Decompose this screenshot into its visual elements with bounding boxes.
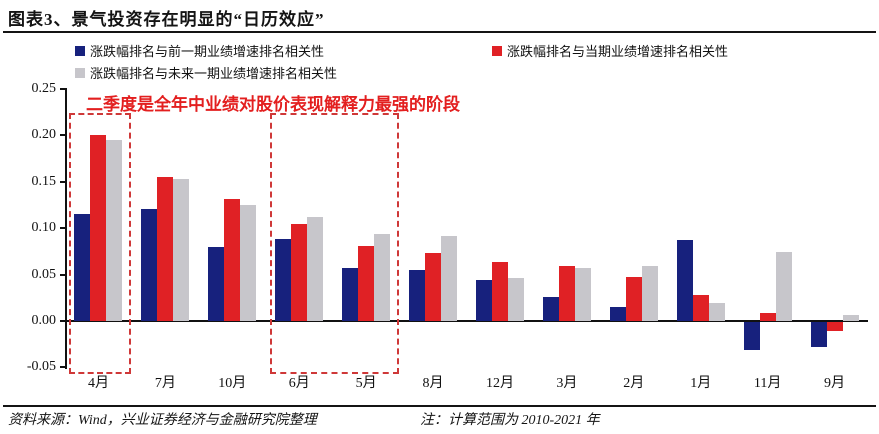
- y-axis-tick-label: 0.15: [31, 173, 57, 189]
- bar: [291, 223, 308, 321]
- bar: [409, 269, 426, 321]
- bar: [90, 135, 107, 321]
- bar: [759, 312, 776, 321]
- legend-label: 涨跌幅排名与前一期业绩增速排名相关性: [90, 44, 325, 59]
- highlight-dashed-box: [269, 113, 399, 374]
- bar: [609, 307, 626, 321]
- bar: [842, 314, 859, 321]
- source-note: 资料来源：Wind，兴业证券经济与金融研究院整理: [8, 413, 317, 428]
- x-axis-tick-label: 7月: [154, 376, 176, 391]
- bar: [676, 240, 693, 321]
- y-axis-tick-label: 0.00: [31, 313, 57, 328]
- bar: [558, 266, 575, 321]
- bar: [625, 277, 642, 321]
- legend-swatch-navy: [75, 45, 85, 56]
- bar: [692, 295, 709, 321]
- legend-label: 涨跌幅排名与当期业绩增速排名相关性: [507, 44, 729, 59]
- y-axis-tick-label: 0.25: [31, 81, 57, 96]
- bar: [475, 280, 492, 321]
- x-axis-tick-label: 2月: [623, 376, 645, 391]
- bar: [173, 179, 190, 321]
- x-axis-tick-label: 1月: [690, 376, 712, 391]
- x-axis-tick-label: 3月: [556, 376, 578, 391]
- y-axis-tick-label: 0.20: [31, 127, 57, 143]
- highlight-dashed-box: [69, 113, 131, 374]
- x-axis-tick-label: 9月: [824, 376, 846, 391]
- y-axis-tick: [60, 366, 66, 369]
- y-axis-tick: [60, 180, 66, 183]
- x-axis-tick-label: 4月: [87, 376, 109, 391]
- bar: [74, 214, 91, 321]
- x-axis-tick-label: 12月: [485, 376, 514, 391]
- bar: [441, 235, 458, 321]
- y-axis-tick-label: -0.05: [26, 359, 56, 375]
- bar: [224, 198, 241, 321]
- bar: [275, 239, 292, 321]
- y-axis-tick: [60, 134, 66, 137]
- bar: [307, 217, 324, 321]
- y-axis-tick: [60, 273, 66, 276]
- bar: [208, 246, 225, 321]
- bar: [810, 322, 827, 348]
- bar: [491, 261, 508, 321]
- bar: [358, 245, 375, 321]
- bar: [240, 205, 257, 321]
- x-axis-baseline: [65, 320, 868, 322]
- legend-item-next-period: 涨跌幅排名与未来一期业绩增速排名相关性: [75, 63, 337, 82]
- footer-divider: [3, 405, 876, 407]
- bar: [507, 278, 524, 321]
- calc-note: 注：计算范围为 2010-2021 年: [420, 413, 600, 428]
- bar: [743, 322, 760, 350]
- x-axis-tick-label: 8月: [422, 376, 444, 391]
- x-axis-tick-label: 11月: [753, 376, 782, 391]
- y-axis-tick-label: 0.10: [31, 220, 57, 236]
- y-axis-tick: [60, 227, 66, 230]
- bar: [641, 266, 658, 321]
- bar: [374, 233, 391, 321]
- y-axis-line: [65, 88, 67, 369]
- legend-label: 涨跌幅排名与未来一期业绩增速排名相关性: [90, 66, 338, 81]
- bar: [425, 253, 442, 321]
- bar: [106, 140, 123, 321]
- bar: [542, 296, 559, 321]
- bar: [141, 208, 158, 321]
- legend-item-prev-period: 涨跌幅排名与前一期业绩增速排名相关性: [75, 41, 324, 60]
- legend-swatch-gray: [75, 67, 85, 78]
- bar: [157, 177, 174, 321]
- bar: [574, 268, 591, 321]
- x-axis-tick-label: 5月: [355, 376, 377, 391]
- bar: [342, 268, 359, 321]
- y-axis-tick: [60, 88, 66, 90]
- chart-annotation: 二季度是全年中业绩对股价表现解释力最强的阶段: [86, 95, 460, 114]
- y-axis-tick: [60, 320, 66, 322]
- title-divider: [3, 31, 876, 33]
- bar: [775, 252, 792, 321]
- x-axis-tick-label: 10月: [218, 376, 247, 391]
- legend-item-current-period: 涨跌幅排名与当期业绩增速排名相关性: [492, 41, 728, 60]
- bar: [826, 322, 843, 332]
- y-axis-tick-label: 0.05: [31, 266, 57, 282]
- x-axis-tick-label: 6月: [288, 376, 310, 391]
- legend-swatch-red: [492, 45, 502, 56]
- chart-title: 图表3、景气投资存在明显的“日历效应”: [8, 10, 325, 29]
- bar: [708, 303, 725, 321]
